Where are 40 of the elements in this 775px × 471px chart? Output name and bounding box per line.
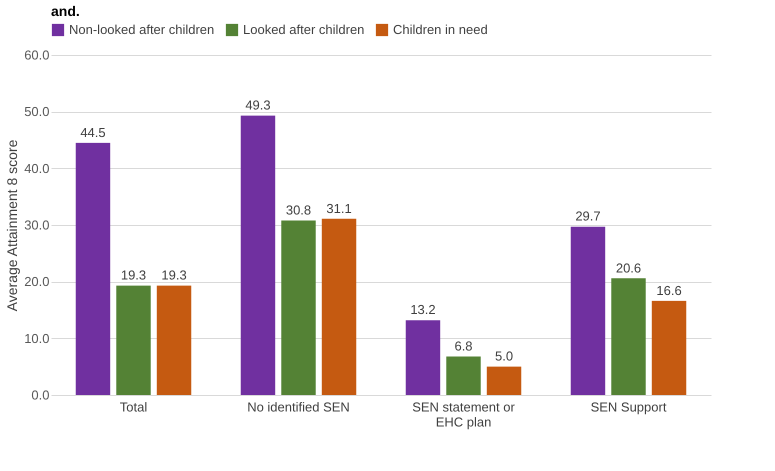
bar: [281, 220, 316, 395]
y-tick-label: 50.0: [24, 104, 50, 120]
y-tick-label: 10.0: [24, 330, 50, 346]
bar: [76, 142, 110, 395]
data-label: 19.3: [161, 268, 187, 283]
legend-label: Children in need: [393, 22, 488, 37]
chart-title: and.: [51, 3, 80, 19]
y-axis-title: Average Attainment 8 score: [4, 139, 20, 312]
bar: [240, 116, 276, 395]
data-label: 30.8: [286, 202, 312, 218]
bar: [406, 320, 440, 395]
legend-label: Looked after children: [243, 22, 364, 37]
bar: [570, 226, 606, 395]
bar: [322, 218, 356, 395]
data-label: 16.6: [656, 282, 682, 298]
x-tick-label: Total: [120, 400, 148, 414]
y-tick-label: 0.0: [31, 388, 50, 402]
data-label: 6.8: [454, 338, 473, 354]
bar: [486, 366, 522, 395]
x-tick-label: SEN statement or EHC plan: [412, 400, 516, 430]
data-label: 5.0: [494, 348, 514, 364]
data-label: 49.3: [245, 98, 271, 113]
data-label: 19.3: [120, 268, 146, 283]
y-tick-label: 20.0: [24, 274, 50, 290]
bar: [611, 278, 646, 395]
y-tick-label: 30.0: [24, 218, 50, 232]
bar: [156, 286, 192, 395]
data-label: 20.6: [616, 260, 642, 276]
data-label: 31.1: [326, 200, 352, 216]
bar: [116, 286, 151, 395]
legend-label: Non-looked after children: [69, 22, 214, 37]
data-label: 44.5: [80, 124, 106, 140]
x-tick-label: No identified SEN: [247, 400, 350, 414]
bar: [446, 356, 481, 395]
x-tick-label: SEN Support: [590, 400, 667, 414]
y-tick-label: 60.0: [24, 48, 50, 62]
data-label: 13.2: [410, 302, 436, 318]
y-tick-label: 40.0: [24, 160, 50, 176]
data-label: 29.7: [575, 208, 601, 224]
bar: [652, 300, 686, 395]
